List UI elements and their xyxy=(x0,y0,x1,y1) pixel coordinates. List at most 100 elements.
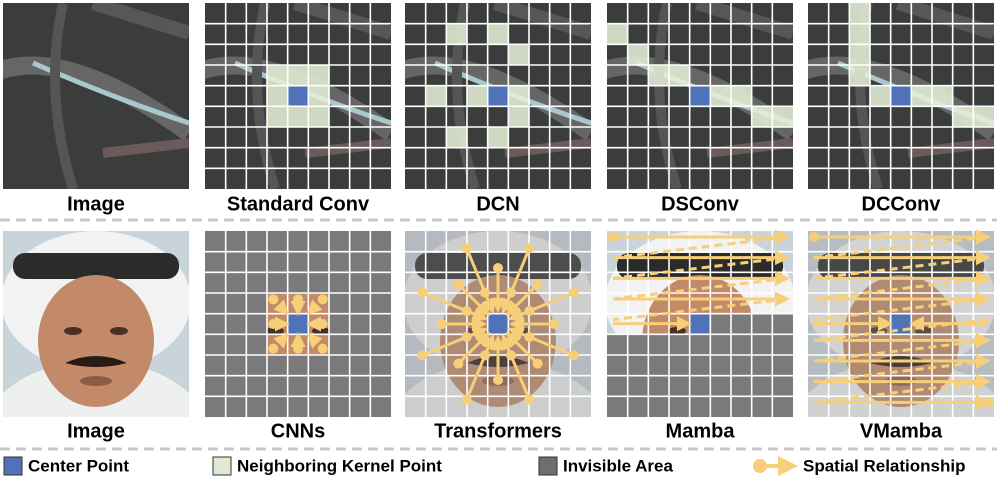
invisible-area xyxy=(751,396,773,417)
kernel-point xyxy=(731,85,752,107)
invisible-area xyxy=(710,313,731,335)
kernel-point xyxy=(952,106,974,127)
invisible-area xyxy=(246,334,267,355)
kernel-point xyxy=(308,85,329,107)
invisible-area xyxy=(225,231,247,252)
kernel-point xyxy=(308,65,329,86)
relationship-arrow xyxy=(306,299,323,316)
center-point xyxy=(890,85,912,107)
invisible-area xyxy=(627,396,649,417)
legend-label: Center Point xyxy=(28,456,129,475)
invisible-area xyxy=(225,375,247,397)
relationship-arrow xyxy=(481,334,495,356)
invisible-area xyxy=(370,355,391,376)
invisible-area xyxy=(205,272,226,293)
invisible-area xyxy=(772,334,793,355)
invisible-area xyxy=(246,355,267,376)
relationship-arrow xyxy=(813,276,989,301)
invisible-area xyxy=(648,396,669,417)
invisible-area xyxy=(246,231,267,252)
invisible-area xyxy=(627,334,649,355)
invisible-area xyxy=(246,375,267,397)
panel-label: DCConv xyxy=(862,193,942,215)
invisible-area xyxy=(349,293,371,314)
invisible-area xyxy=(267,231,288,252)
panel-label: Standard Conv xyxy=(227,193,370,215)
invisible-area xyxy=(225,251,247,273)
invisible-area xyxy=(308,375,329,397)
invisible-area xyxy=(246,293,267,314)
invisible-area xyxy=(648,375,669,397)
invisible-area xyxy=(607,355,628,376)
panel-image xyxy=(3,231,189,417)
center-point xyxy=(487,85,509,107)
panel xyxy=(808,3,994,189)
invisible-area xyxy=(287,251,309,273)
invisible-area xyxy=(751,334,773,355)
invisible-area xyxy=(205,375,226,397)
kernel-point xyxy=(648,65,669,86)
invisible-area xyxy=(370,293,391,314)
invisible-area xyxy=(669,375,690,397)
relationship-arrow xyxy=(501,334,515,356)
kernel-point xyxy=(467,85,488,107)
invisible-area xyxy=(370,396,391,417)
kernel-point xyxy=(425,85,447,107)
center-point xyxy=(487,313,509,335)
invisible-area xyxy=(246,251,267,273)
legend-label: Neighboring Kernel Point xyxy=(237,456,442,475)
relationship-arrow xyxy=(612,297,788,322)
invisible-area xyxy=(370,334,391,355)
relationship-dot xyxy=(268,294,279,305)
center-point xyxy=(689,313,711,335)
invisible-area xyxy=(225,334,247,355)
invisible-area xyxy=(772,375,793,397)
relationship-dot xyxy=(983,397,993,408)
relationship-arrow xyxy=(813,318,989,342)
panel-label: Image xyxy=(67,420,125,442)
legend-swatch xyxy=(212,456,232,476)
invisible-area xyxy=(710,396,731,417)
invisible-area xyxy=(349,272,371,293)
panel xyxy=(405,231,591,417)
panel xyxy=(607,3,793,189)
invisible-area xyxy=(370,313,391,335)
invisible-area xyxy=(225,293,247,314)
relationship-arrow xyxy=(508,327,530,341)
invisible-area xyxy=(349,355,371,376)
invisible-area xyxy=(669,396,690,417)
panel-label: VMamba xyxy=(860,420,943,442)
kernel-point xyxy=(487,23,509,45)
kernel-point xyxy=(287,65,309,86)
relationship-arrow xyxy=(273,299,290,316)
invisible-area xyxy=(205,293,226,314)
invisible-area xyxy=(329,251,350,273)
panel xyxy=(205,231,391,417)
separators xyxy=(0,218,997,451)
center-point xyxy=(689,85,711,107)
kernel-point xyxy=(710,85,731,107)
invisible-area xyxy=(772,396,793,417)
kernel-point xyxy=(627,44,649,65)
panel-label: DCN xyxy=(476,193,519,215)
invisible-area xyxy=(607,375,628,397)
panel xyxy=(607,229,793,417)
invisible-area xyxy=(205,231,226,252)
invisible-area xyxy=(607,334,628,355)
invisible-area xyxy=(205,396,226,417)
relationship-arrow xyxy=(813,297,989,322)
invisible-area xyxy=(329,334,350,355)
kernel-point xyxy=(669,65,690,86)
panel-label: DSConv xyxy=(661,193,740,215)
invisible-area xyxy=(329,355,350,376)
legend: Center Point Neighboring Kernel Point In… xyxy=(3,456,965,476)
invisible-area xyxy=(308,396,329,417)
panel-label: Mamba xyxy=(666,420,736,442)
invisible-area xyxy=(349,396,371,417)
kernel-point xyxy=(508,106,529,127)
relationship-arrow xyxy=(273,332,290,349)
invisible-area xyxy=(731,375,752,397)
relationship-dot xyxy=(317,319,328,329)
